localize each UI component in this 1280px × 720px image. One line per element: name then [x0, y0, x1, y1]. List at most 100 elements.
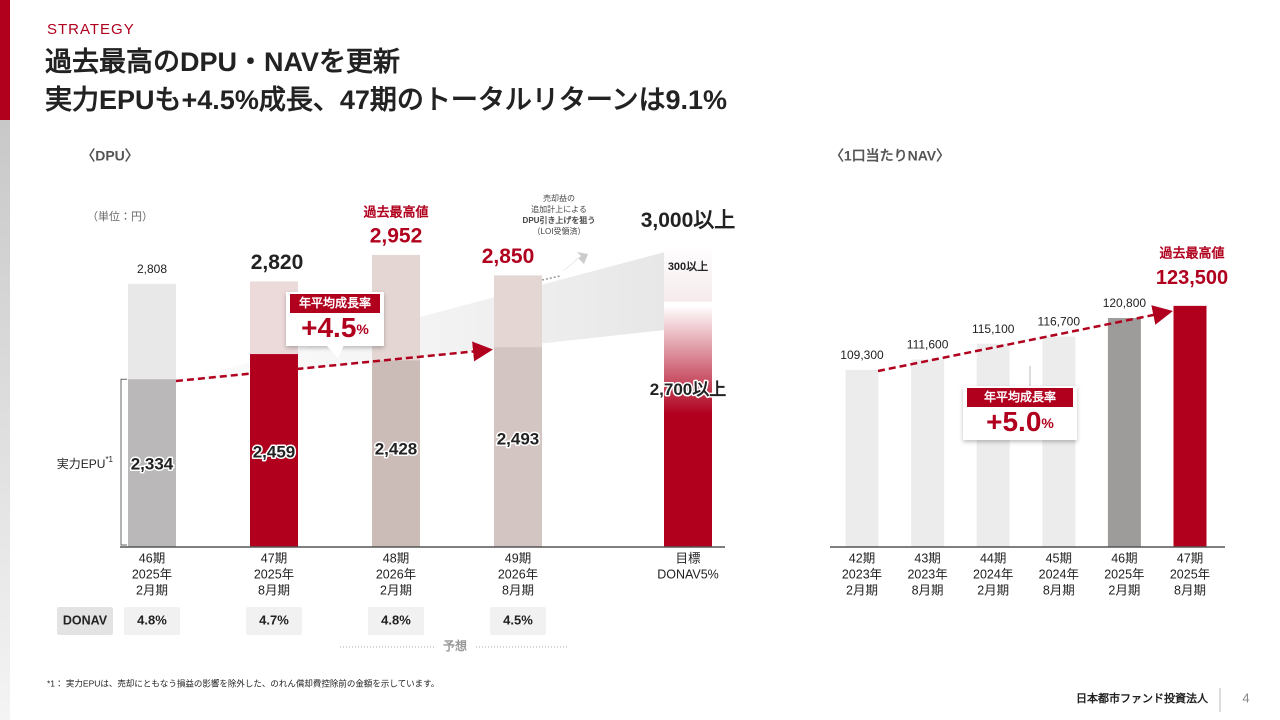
x-tick-label: 2025年 — [1104, 567, 1144, 581]
cagr-pointer — [326, 345, 344, 358]
target-gap-label: 300以上 — [668, 259, 708, 273]
bar — [494, 347, 542, 547]
bar — [911, 359, 945, 547]
x-tick-label: 目標 — [675, 551, 701, 565]
epu-bracket — [120, 378, 127, 546]
x-tick-label: 8月期 — [1043, 583, 1075, 597]
donav-value: 4.8% — [381, 612, 411, 627]
page-number: 4 — [1242, 690, 1249, 705]
value-label: 3,000以上 — [641, 209, 736, 232]
cagr-value: +4.5% — [301, 312, 369, 343]
donav-cell — [246, 607, 302, 635]
value-label: 116,700 — [1038, 315, 1081, 329]
note: 売却益の — [543, 193, 575, 203]
note: 追加計上による — [531, 204, 587, 214]
trend-ext — [541, 275, 561, 281]
side-band — [0, 120, 10, 720]
x-tick-label: 46期 — [1111, 551, 1137, 565]
value-label: 2,820 — [251, 251, 304, 274]
x-tick-label: 2025年 — [254, 567, 294, 581]
bar — [845, 369, 879, 547]
x-tick-label: 2026年 — [498, 567, 538, 581]
x-tick-label: 2月期 — [380, 583, 412, 597]
bar — [250, 354, 298, 547]
x-tick-label: 8月期 — [1174, 583, 1206, 597]
cagr-value: +5.0% — [986, 406, 1054, 437]
trend-wedge — [190, 252, 665, 382]
x-tick-label: 2025年 — [1170, 567, 1210, 581]
value-label: 2,700以上 — [650, 380, 727, 399]
x-tick-label: 2月期 — [846, 583, 878, 597]
x-tick-label: 44期 — [980, 551, 1006, 565]
bar — [976, 343, 1010, 547]
cagr-unit: % — [356, 321, 369, 337]
value-label: 2,952 — [370, 224, 423, 247]
donav-value: 4.5% — [503, 612, 533, 627]
chart-title: 〈1口当たりNAV〉 — [830, 148, 950, 164]
bar — [1107, 318, 1141, 547]
value-label: 2,459 — [253, 442, 296, 461]
value-label: 2,428 — [375, 439, 418, 458]
bar — [664, 305, 712, 547]
x-tick-label: 2025年 — [132, 567, 172, 581]
value-label: 2,850 — [482, 245, 535, 268]
x-tick-label: 2024年 — [973, 567, 1013, 581]
cagr-label: 年平均成長率 — [299, 295, 371, 310]
donav-value: 4.8% — [137, 612, 167, 627]
x-tick-label: 43期 — [914, 551, 940, 565]
unit-note: （単位：円） — [87, 209, 153, 223]
company: 日本都市ファンド投資法人 — [1076, 691, 1209, 705]
forecast-label: 予想 — [443, 638, 467, 653]
trend-arrow — [877, 305, 1173, 373]
x-tick-label: DONAV5% — [657, 567, 719, 581]
bar — [372, 360, 420, 547]
value-label: 115,100 — [972, 322, 1015, 336]
donav-header — [57, 607, 113, 635]
donav-cell — [490, 607, 546, 635]
record-label: 過去最高値 — [1159, 245, 1224, 260]
bar — [1042, 336, 1076, 547]
value-label: 2,808 — [137, 262, 167, 276]
x-tick-label: 8月期 — [912, 583, 944, 597]
value-label: 120,800 — [1103, 296, 1147, 310]
x-tick-label: 8月期 — [502, 583, 534, 597]
cagr-number: +4.5 — [301, 312, 356, 343]
title: 実力EPUも+4.5%成長、47期のトータルリターンは9.1% — [45, 85, 727, 115]
x-tick-label: 2024年 — [1039, 567, 1079, 581]
x-tick-label: 49期 — [505, 551, 531, 565]
x-tick-label: 47期 — [261, 551, 287, 565]
bar — [1173, 305, 1207, 547]
x-tick-label: 8月期 — [258, 583, 290, 597]
note: （LOI受領済） — [533, 226, 586, 236]
cagr-unit: % — [1041, 415, 1054, 431]
x-tick-label: 42期 — [849, 551, 875, 565]
x-tick-label: 46期 — [139, 551, 165, 565]
cagr-tag — [967, 388, 1073, 407]
donav-value: 4.7% — [259, 612, 289, 627]
cagr-label: 年平均成長率 — [984, 389, 1056, 404]
x-tick-label: 48期 — [383, 551, 409, 565]
donav-label: DONAV — [63, 613, 108, 627]
x-tick-label: 2023年 — [907, 567, 947, 581]
x-tick-label: 2月期 — [1108, 583, 1140, 597]
x-tick-label: 2月期 — [136, 583, 168, 597]
section-label: STRATEGY — [47, 21, 135, 38]
title: 過去最高のDPU・NAVを更新 — [45, 47, 400, 77]
value-label: 111,600 — [907, 338, 949, 352]
legend-note: *1 — [105, 455, 113, 464]
value-label: 109,300 — [840, 348, 884, 362]
trend-arrow — [175, 341, 493, 383]
note-arrow — [562, 252, 588, 272]
cagr-number: +5.0 — [986, 406, 1041, 437]
donav-cell — [368, 607, 424, 635]
value-label: 2,334 — [131, 454, 174, 473]
x-tick-label: 2月期 — [977, 583, 1009, 597]
chart-title: 〈DPU〉 — [81, 148, 139, 164]
cagr-tag — [290, 294, 380, 313]
record-label: 過去最高値 — [363, 204, 428, 219]
side-accent — [0, 0, 10, 120]
value-label: 2,493 — [497, 429, 540, 448]
x-tick-label: 45期 — [1046, 551, 1072, 565]
x-tick-label: 47期 — [1177, 551, 1203, 565]
